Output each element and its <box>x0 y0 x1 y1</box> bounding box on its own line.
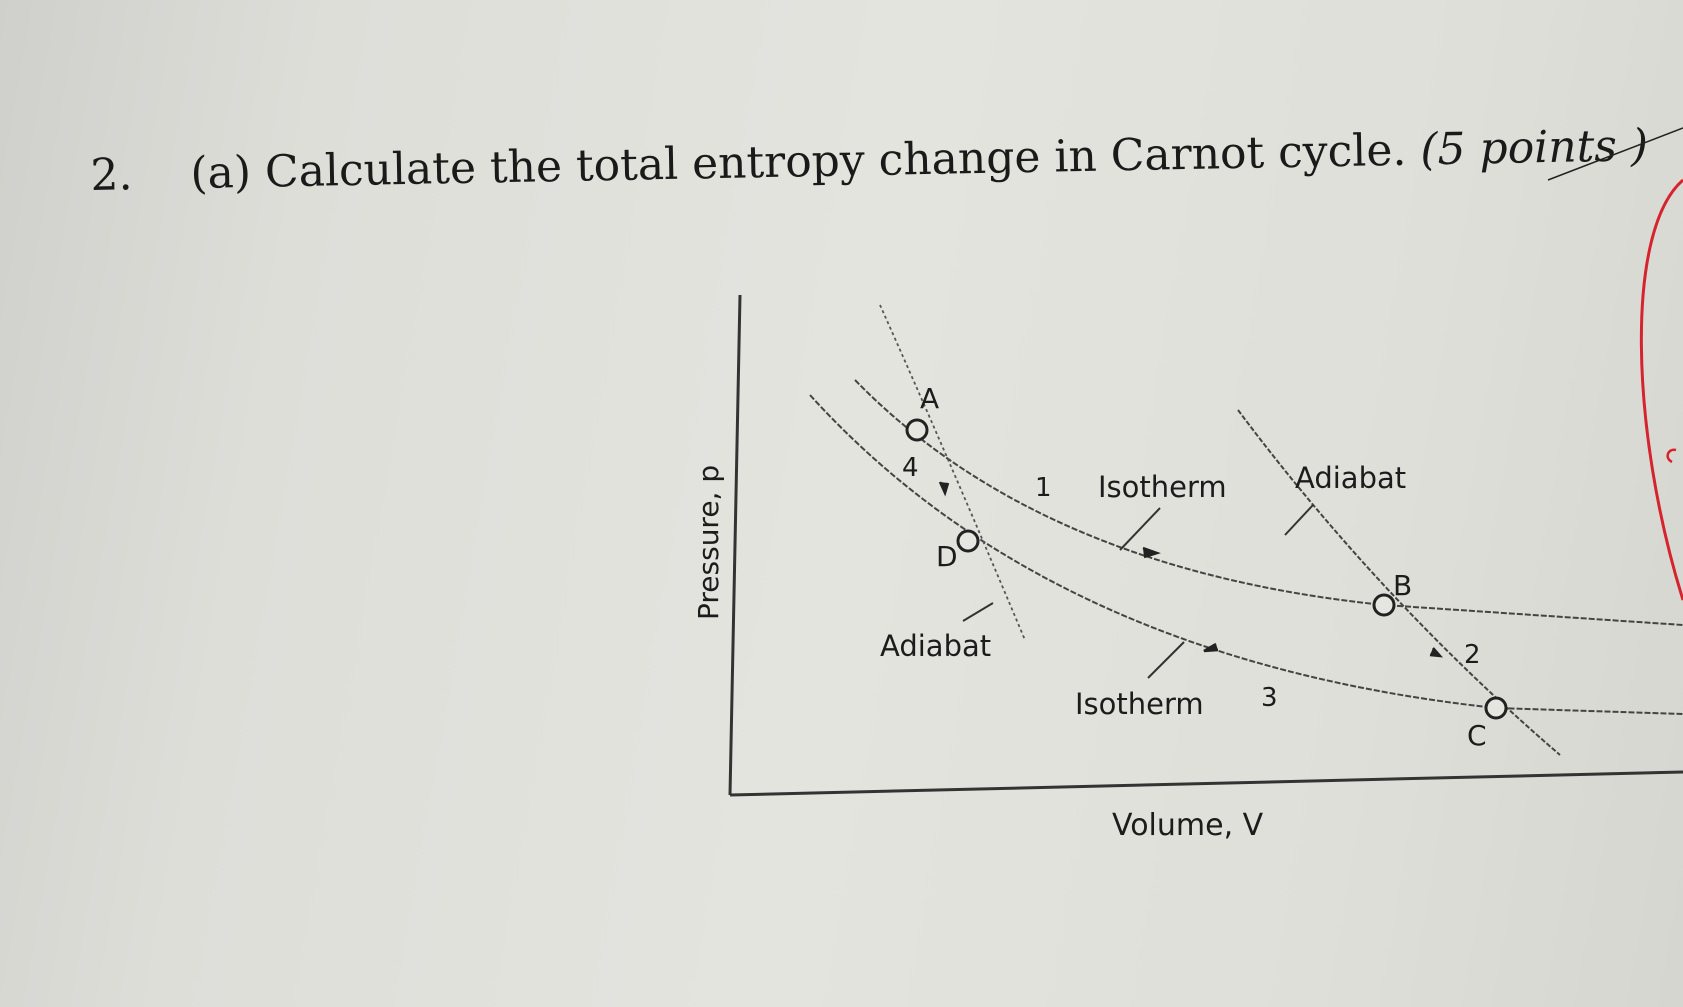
adiabat-left-curve <box>879 304 1026 641</box>
point-b-marker <box>1372 593 1396 617</box>
isotherm-hot-curve <box>854 379 1683 626</box>
step-1-label: 1 <box>1035 473 1052 503</box>
point-d-marker <box>956 529 980 553</box>
pen-stroke <box>1547 127 1683 181</box>
isotherm-bottom-pointer <box>1147 641 1185 679</box>
isotherm-top-pointer <box>1119 507 1161 551</box>
red-pen-tick <box>1666 448 1677 464</box>
x-axis <box>729 770 1683 797</box>
adiabat-left-label: Adiabat <box>880 629 991 663</box>
arrow-step-3 <box>1203 642 1219 653</box>
isotherm-bottom-label: Isotherm <box>1075 687 1204 721</box>
arrow-step-2 <box>1429 647 1444 658</box>
isotherm-cold-curve <box>809 394 1683 715</box>
arrow-step-4 <box>938 481 950 497</box>
point-b-label: B <box>1393 569 1412 602</box>
isotherm-top-label: Isotherm <box>1098 470 1227 504</box>
x-axis-label: Volume, V <box>1112 808 1264 843</box>
adiabat-right-curve <box>1237 409 1561 756</box>
red-pen-mark <box>1639 178 1683 601</box>
point-a-marker <box>905 418 929 442</box>
step-2-label: 2 <box>1464 640 1481 670</box>
adiabat-right-pointer <box>1284 504 1314 536</box>
step-4-label: 4 <box>902 453 919 483</box>
point-c-marker <box>1484 696 1508 720</box>
arrow-step-1 <box>1142 546 1161 559</box>
step-3-label: 3 <box>1261 683 1278 713</box>
point-c-label: C <box>1467 719 1487 752</box>
y-axis <box>728 294 742 796</box>
adiabat-left-pointer <box>962 602 994 622</box>
y-axis-label: Pressure, p <box>692 465 725 620</box>
point-d-label: D <box>936 540 958 573</box>
point-a-label: A <box>920 382 939 415</box>
adiabat-right-label: Adiabat <box>1295 461 1406 495</box>
